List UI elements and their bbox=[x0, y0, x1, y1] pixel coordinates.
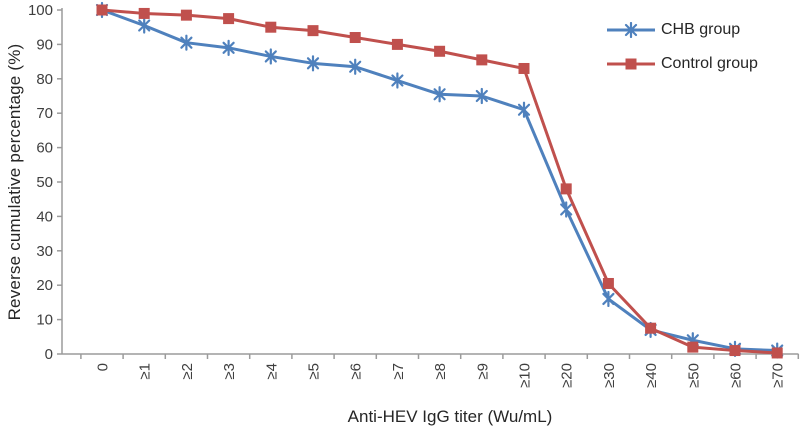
square-marker-icon bbox=[223, 13, 235, 25]
asterisk-marker-icon bbox=[391, 72, 404, 89]
x-tick-label: ≥40 bbox=[643, 363, 660, 388]
asterisk-marker-icon bbox=[517, 101, 531, 118]
square-marker-icon bbox=[687, 341, 699, 353]
x-tick-label: 0 bbox=[95, 363, 112, 371]
y-tick-label: 90 bbox=[36, 36, 53, 53]
x-tick-label: ≥10 bbox=[517, 363, 534, 388]
y-tick-label: 40 bbox=[36, 208, 53, 225]
asterisk-marker-icon bbox=[433, 86, 446, 103]
y-tick-label: 10 bbox=[36, 312, 53, 329]
square-marker-icon bbox=[625, 58, 637, 70]
x-tick-label: ≥6 bbox=[348, 363, 365, 380]
y-tick-label: 70 bbox=[36, 105, 53, 122]
asterisk-marker-icon bbox=[138, 17, 151, 34]
square-marker-icon bbox=[138, 7, 150, 19]
square-marker-icon bbox=[729, 345, 741, 357]
asterisk-marker-icon bbox=[264, 48, 277, 65]
square-marker-icon bbox=[180, 9, 192, 21]
x-tick-label: ≥1 bbox=[137, 363, 154, 380]
y-tick-labels: 0 10 20 30 40 50 60 70 80 90 100 bbox=[28, 2, 53, 363]
x-tick-label: ≥8 bbox=[432, 363, 449, 380]
y-tick-label: 60 bbox=[36, 140, 53, 157]
control-line-marker-icon bbox=[607, 58, 655, 70]
asterisk-marker-icon bbox=[306, 55, 320, 72]
x-tick-label: ≥9 bbox=[474, 363, 491, 380]
square-marker-icon bbox=[602, 277, 614, 289]
asterisk-marker-icon bbox=[624, 22, 638, 38]
y-tick-label: 0 bbox=[45, 346, 53, 363]
x-tick-label: ≥3 bbox=[221, 363, 238, 380]
x-tick-label: ≥50 bbox=[685, 363, 702, 388]
series-control-group bbox=[96, 4, 783, 359]
x-axis-title: Anti-HEV IgG titer (Wu/mL) bbox=[347, 407, 553, 426]
x-tick-label: ≥20 bbox=[559, 363, 576, 388]
x-tick-label: ≥30 bbox=[601, 363, 618, 388]
y-tick-label: 30 bbox=[36, 243, 53, 260]
x-tick-label: ≥2 bbox=[179, 363, 196, 380]
asterisk-marker-icon bbox=[475, 87, 488, 105]
asterisk-marker-icon bbox=[349, 58, 362, 75]
x-tick-label: ≥60 bbox=[728, 363, 745, 388]
square-marker-icon bbox=[307, 25, 319, 37]
axes bbox=[57, 8, 800, 359]
x-tick-label: ≥4 bbox=[263, 363, 280, 380]
asterisk-marker-icon bbox=[560, 201, 573, 218]
square-marker-icon bbox=[265, 21, 277, 33]
x-tick-label: ≥7 bbox=[390, 363, 407, 380]
square-marker-icon bbox=[349, 32, 361, 44]
legend-entry-control: Control group bbox=[606, 54, 758, 74]
y-tick-label: 80 bbox=[36, 71, 53, 88]
square-marker-icon bbox=[560, 183, 572, 195]
x-tick-labels: 0 ≥1 ≥2 ≥3 ≥4 ≥5 ≥6 ≥7 ≥8 ≥9 ≥10 ≥20 ≥30 ≥40 ≥50 ≥60 ≥70 bbox=[95, 363, 787, 388]
chb-line-marker-icon bbox=[607, 22, 655, 38]
square-marker-icon bbox=[476, 54, 488, 66]
y-axis-title: Reverse cumulative percentage (%) bbox=[5, 43, 24, 321]
square-marker-icon bbox=[434, 45, 446, 57]
legend-label-control: Control group bbox=[661, 55, 758, 72]
asterisk-marker-icon bbox=[180, 34, 193, 51]
square-marker-icon bbox=[518, 62, 530, 74]
square-marker-icon bbox=[771, 347, 783, 359]
square-marker-icon bbox=[645, 322, 657, 334]
x-tick-label: ≥70 bbox=[770, 363, 787, 388]
y-tick-label: 20 bbox=[36, 277, 53, 294]
legend: CHB group Control group bbox=[606, 20, 758, 88]
square-marker-icon bbox=[391, 38, 403, 50]
legend-label-chb: CHB group bbox=[661, 21, 741, 38]
asterisk-marker-icon bbox=[222, 39, 235, 56]
legend-entry-chb: CHB group bbox=[606, 20, 758, 40]
y-tick-label: 100 bbox=[28, 2, 53, 19]
asterisk-marker-icon bbox=[602, 290, 615, 308]
x-tick-label: ≥5 bbox=[306, 363, 323, 380]
y-tick-label: 50 bbox=[36, 174, 53, 191]
square-marker-icon bbox=[96, 4, 108, 16]
